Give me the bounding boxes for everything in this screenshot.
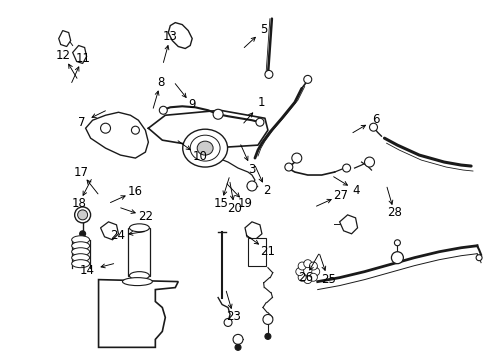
Circle shape xyxy=(213,109,223,119)
Circle shape xyxy=(235,345,241,350)
Circle shape xyxy=(101,123,110,133)
Circle shape xyxy=(291,153,301,163)
Circle shape xyxy=(394,240,400,246)
Circle shape xyxy=(309,273,317,281)
Ellipse shape xyxy=(190,135,220,161)
Text: 9: 9 xyxy=(188,98,195,111)
Circle shape xyxy=(224,319,232,327)
Bar xyxy=(247,238,265,266)
Circle shape xyxy=(303,276,311,284)
Text: 14: 14 xyxy=(80,264,95,277)
Circle shape xyxy=(126,307,134,315)
Text: 4: 4 xyxy=(352,184,360,197)
Text: 25: 25 xyxy=(320,273,335,286)
Text: 11: 11 xyxy=(75,51,90,64)
Circle shape xyxy=(298,273,305,281)
Circle shape xyxy=(364,157,374,167)
Ellipse shape xyxy=(129,224,149,232)
Circle shape xyxy=(303,260,311,268)
Ellipse shape xyxy=(129,272,149,280)
Text: 19: 19 xyxy=(238,197,252,210)
Circle shape xyxy=(297,262,317,282)
Text: 7: 7 xyxy=(78,116,85,129)
Circle shape xyxy=(159,106,167,114)
Text: 27: 27 xyxy=(333,189,348,202)
Polygon shape xyxy=(101,222,118,240)
Text: 21: 21 xyxy=(260,244,275,257)
Polygon shape xyxy=(244,222,262,240)
Text: 23: 23 xyxy=(226,310,241,324)
Ellipse shape xyxy=(183,129,227,167)
Text: 17: 17 xyxy=(74,166,89,179)
Circle shape xyxy=(80,231,85,237)
Circle shape xyxy=(135,288,143,296)
Ellipse shape xyxy=(72,248,89,256)
Text: 5: 5 xyxy=(260,23,267,36)
Circle shape xyxy=(311,268,319,276)
Circle shape xyxy=(298,262,305,270)
Text: 2: 2 xyxy=(262,184,269,197)
Ellipse shape xyxy=(72,236,89,244)
Polygon shape xyxy=(99,280,178,347)
Text: 3: 3 xyxy=(247,163,255,176)
Text: 1: 1 xyxy=(257,96,265,109)
Circle shape xyxy=(264,71,272,78)
Text: 10: 10 xyxy=(192,150,207,163)
Circle shape xyxy=(285,163,292,171)
Circle shape xyxy=(342,164,350,172)
Text: 22: 22 xyxy=(138,210,153,223)
Circle shape xyxy=(475,255,481,261)
Bar xyxy=(128,228,150,276)
Circle shape xyxy=(369,123,377,131)
Text: 18: 18 xyxy=(71,197,86,210)
Text: 20: 20 xyxy=(227,202,242,215)
Ellipse shape xyxy=(72,254,89,262)
Text: 16: 16 xyxy=(127,185,142,198)
Circle shape xyxy=(390,252,403,264)
Ellipse shape xyxy=(72,260,89,268)
Bar xyxy=(122,309,138,315)
Text: 15: 15 xyxy=(213,197,228,210)
Text: 13: 13 xyxy=(163,30,178,43)
Polygon shape xyxy=(59,31,71,46)
Ellipse shape xyxy=(197,141,213,155)
Circle shape xyxy=(246,181,256,191)
Circle shape xyxy=(309,262,317,270)
Circle shape xyxy=(303,75,311,84)
Circle shape xyxy=(131,126,139,134)
Circle shape xyxy=(295,268,303,276)
Text: 6: 6 xyxy=(371,113,379,126)
Polygon shape xyxy=(73,45,86,63)
Polygon shape xyxy=(339,215,357,234)
Text: 8: 8 xyxy=(157,76,164,89)
Circle shape xyxy=(233,334,243,345)
Circle shape xyxy=(75,207,90,223)
Circle shape xyxy=(264,333,270,339)
Text: 26: 26 xyxy=(297,271,312,284)
Circle shape xyxy=(255,118,264,126)
Text: 28: 28 xyxy=(386,207,401,220)
Text: 12: 12 xyxy=(56,49,71,62)
Ellipse shape xyxy=(72,242,89,250)
Text: 24: 24 xyxy=(110,229,125,242)
Circle shape xyxy=(78,210,87,220)
Polygon shape xyxy=(85,112,148,158)
Polygon shape xyxy=(168,23,192,49)
Ellipse shape xyxy=(122,278,152,285)
Circle shape xyxy=(263,315,272,324)
